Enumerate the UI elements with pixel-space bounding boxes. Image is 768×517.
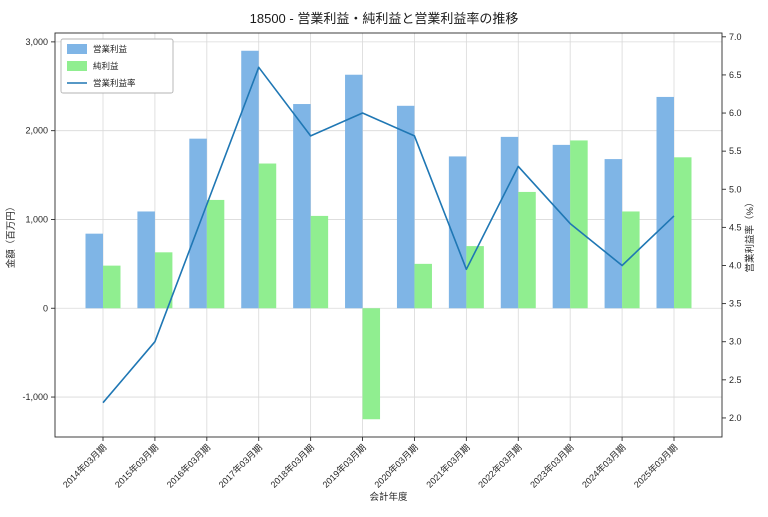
left-tick-label: 1,000 (25, 214, 48, 224)
bar-営業利益 (293, 104, 311, 309)
bar-純利益 (362, 308, 381, 420)
right-tick-label: 4.5 (729, 222, 742, 232)
left-tick-label: 0 (43, 303, 48, 313)
bar-営業利益 (345, 74, 363, 309)
legend-swatch-営業利益 (67, 44, 87, 54)
chart-title: 18500 - 営業利益・純利益と営業利益率の推移 (249, 11, 519, 26)
bar-純利益 (466, 246, 484, 309)
legend-label-営業利益: 営業利益 (93, 44, 128, 54)
right-tick-label: 5.0 (729, 184, 742, 194)
y-axis-label-right: 営業利益率（%） (744, 198, 756, 273)
right-tick-label: 3.5 (729, 299, 742, 309)
bar-営業利益 (241, 50, 259, 309)
left-tick-label: 3,000 (25, 37, 48, 47)
legend-label-純利益: 純利益 (93, 61, 119, 71)
bar-純利益 (414, 263, 432, 309)
right-tick-label: 3.0 (729, 337, 742, 347)
bar-営業利益 (189, 138, 207, 309)
legend-swatch-純利益 (67, 61, 87, 71)
right-tick-label: 4.0 (729, 260, 742, 270)
legend-box (60, 38, 174, 94)
bar-営業利益 (396, 105, 415, 309)
bar-純利益 (622, 211, 640, 309)
bar-純利益 (310, 215, 329, 309)
bar-純利益 (154, 252, 173, 309)
right-tick-label: 7.0 (729, 32, 742, 42)
right-tick-label: 2.5 (729, 375, 742, 385)
bar-営業利益 (500, 136, 519, 309)
bar-営業利益 (85, 233, 103, 309)
bar-営業利益 (604, 159, 623, 309)
right-tick-label: 5.5 (729, 146, 742, 156)
bar-純利益 (518, 191, 536, 309)
left-tick-label: -1,000 (22, 392, 48, 402)
bar-純利益 (258, 163, 277, 309)
left-tick-label: 2,000 (25, 126, 48, 136)
bar-純利益 (206, 199, 225, 309)
x-axis-label: 会計年度 (369, 491, 408, 503)
right-tick-label: 6.5 (729, 70, 742, 80)
bar-営業利益 (656, 96, 674, 309)
right-tick-label: 6.0 (729, 108, 742, 118)
bar-営業利益 (137, 211, 155, 309)
bar-純利益 (103, 265, 121, 309)
right-tick-label: 2.0 (729, 413, 742, 423)
trend-line-営業利益率 (102, 66, 675, 404)
bar-営業利益 (552, 144, 571, 309)
bar-純利益 (570, 140, 588, 309)
legend-label-営業利益率: 営業利益率 (93, 78, 136, 88)
plot-border (54, 32, 723, 438)
y-axis-label-left: 金額（百万円） (5, 202, 17, 269)
bar-純利益 (674, 157, 692, 309)
bar-営業利益 (448, 156, 467, 309)
